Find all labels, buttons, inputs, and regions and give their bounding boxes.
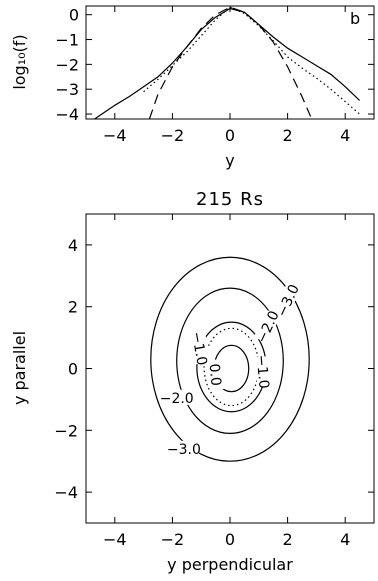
contour-level-label: −1.0: [188, 330, 211, 367]
contour-x-tick-label: 0: [225, 530, 235, 549]
top-x-tick-label: −4: [103, 126, 127, 145]
contour-level-label-text: −3.0: [167, 442, 201, 458]
contour-y-tick-label: 4: [68, 236, 78, 255]
series-line-dotted: [143, 6, 360, 115]
contour-x-axis-label: y perpendicular: [167, 555, 293, 574]
contour-level-label-text: 0.0: [206, 363, 224, 387]
contour-y-tick-label: −4: [54, 483, 78, 502]
contour-plot-panel: 215 Rs −4 −2 0 2 4 420−2−4 −3.0−2.0−1.0−1.00…: [10, 189, 375, 574]
top-x-tick-label: −2: [161, 126, 185, 145]
top-y-tick-label: −1: [55, 31, 79, 50]
top-y-axis-label: log₁₀(f): [10, 34, 29, 89]
contour-level--3.0: [150, 256, 310, 462]
contour-level-label-text: −2.0: [160, 391, 194, 407]
contour-level-label-text: −1.0: [253, 354, 272, 389]
contour-x-tick-label: −2: [161, 530, 185, 549]
contour-level-label: −2.0: [253, 308, 283, 346]
series-line-solid: [94, 7, 361, 120]
contour-level-label: 0.0: [206, 359, 225, 391]
top-y-tick-label: −3: [55, 80, 79, 99]
contour-y-tick-label: 0: [68, 360, 78, 379]
top-x-tick-label: 2: [283, 126, 293, 145]
contour-plot-frame: [85, 213, 375, 524]
top-x-tick-label: 4: [340, 126, 350, 145]
contour-y-tick-label: 2: [68, 298, 78, 317]
contour-y-axis-label: y parallel: [10, 331, 29, 405]
contour-level-label: −2.0: [160, 389, 194, 407]
contour-y-tick-label: −2: [54, 421, 78, 440]
line-plot-panel: −4 −2 0 2 4 0 −1 −2 −3 −4 b y log₁₀(f): [10, 5, 375, 170]
top-y-tick-label: −4: [55, 105, 79, 124]
contour-level-label: −1.0: [253, 354, 273, 389]
contour-level-label: −3.0: [167, 440, 201, 458]
top-plot-frame: [85, 5, 375, 120]
top-y-tick-label: −2: [55, 55, 79, 74]
contour-level-label-text: −1.0: [188, 330, 210, 366]
contour-x-tick-label: −4: [103, 530, 127, 549]
series-line-dashed: [148, 6, 312, 120]
top-x-tick-label: 0: [225, 126, 235, 145]
contour-level--2.0: [176, 287, 284, 434]
contour-title: 215 Rs: [196, 189, 264, 210]
top-x-axis-label: y: [225, 151, 234, 170]
contour-level-label-text: −2.0: [254, 308, 283, 346]
panel-label: b: [350, 9, 360, 28]
contour-x-tick-label: 2: [283, 530, 293, 549]
top-y-tick-label: 0: [69, 6, 79, 25]
contour-x-tick-label: 4: [340, 530, 350, 549]
